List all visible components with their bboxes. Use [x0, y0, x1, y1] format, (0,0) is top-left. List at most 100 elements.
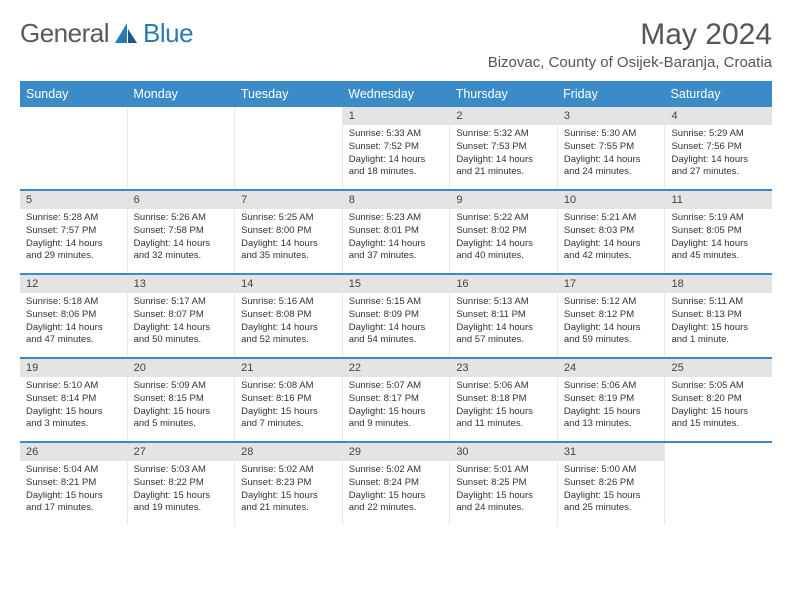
day-details: Sunrise: 5:33 AMSunset: 7:52 PMDaylight:…: [343, 125, 450, 185]
day-number: 16: [450, 275, 557, 293]
day-details: Sunrise: 5:28 AMSunset: 7:57 PMDaylight:…: [20, 209, 127, 269]
calendar-day: 7Sunrise: 5:25 AMSunset: 8:00 PMDaylight…: [235, 191, 343, 273]
calendar-day-empty: [665, 443, 772, 525]
calendar-day: 19Sunrise: 5:10 AMSunset: 8:14 PMDayligh…: [20, 359, 128, 441]
calendar-day: 9Sunrise: 5:22 AMSunset: 8:02 PMDaylight…: [450, 191, 558, 273]
header: General Blue May 2024 Bizovac, County of…: [20, 18, 772, 71]
day-number: 4: [665, 107, 772, 125]
calendar-day: 18Sunrise: 5:11 AMSunset: 8:13 PMDayligh…: [665, 275, 772, 357]
calendar-week: 5Sunrise: 5:28 AMSunset: 7:57 PMDaylight…: [20, 189, 772, 273]
calendar-week: 12Sunrise: 5:18 AMSunset: 8:06 PMDayligh…: [20, 273, 772, 357]
title-block: May 2024 Bizovac, County of Osijek-Baran…: [488, 18, 772, 71]
calendar-day: 8Sunrise: 5:23 AMSunset: 8:01 PMDaylight…: [343, 191, 451, 273]
day-details: Sunrise: 5:16 AMSunset: 8:08 PMDaylight:…: [235, 293, 342, 353]
calendar-week: 19Sunrise: 5:10 AMSunset: 8:14 PMDayligh…: [20, 357, 772, 441]
calendar-day: 11Sunrise: 5:19 AMSunset: 8:05 PMDayligh…: [665, 191, 772, 273]
calendar-day: 21Sunrise: 5:08 AMSunset: 8:16 PMDayligh…: [235, 359, 343, 441]
day-details: Sunrise: 5:25 AMSunset: 8:00 PMDaylight:…: [235, 209, 342, 269]
day-number: 28: [235, 443, 342, 461]
calendar-day: 24Sunrise: 5:06 AMSunset: 8:19 PMDayligh…: [558, 359, 666, 441]
day-details: Sunrise: 5:06 AMSunset: 8:18 PMDaylight:…: [450, 377, 557, 437]
calendar-day: 23Sunrise: 5:06 AMSunset: 8:18 PMDayligh…: [450, 359, 558, 441]
calendar-day: 27Sunrise: 5:03 AMSunset: 8:22 PMDayligh…: [128, 443, 236, 525]
calendar-day: 2Sunrise: 5:32 AMSunset: 7:53 PMDaylight…: [450, 107, 558, 189]
calendar-day: 4Sunrise: 5:29 AMSunset: 7:56 PMDaylight…: [665, 107, 772, 189]
day-details: Sunrise: 5:32 AMSunset: 7:53 PMDaylight:…: [450, 125, 557, 185]
weekday-header: Monday: [127, 81, 234, 107]
calendar-day-empty: [20, 107, 128, 189]
day-number: 5: [20, 191, 127, 209]
day-number: 8: [343, 191, 450, 209]
weekday-header: Thursday: [450, 81, 557, 107]
day-details: Sunrise: 5:13 AMSunset: 8:11 PMDaylight:…: [450, 293, 557, 353]
day-details: Sunrise: 5:01 AMSunset: 8:25 PMDaylight:…: [450, 461, 557, 521]
calendar-day: 17Sunrise: 5:12 AMSunset: 8:12 PMDayligh…: [558, 275, 666, 357]
calendar-day: 14Sunrise: 5:16 AMSunset: 8:08 PMDayligh…: [235, 275, 343, 357]
day-details: Sunrise: 5:07 AMSunset: 8:17 PMDaylight:…: [343, 377, 450, 437]
month-title: May 2024: [488, 18, 772, 52]
day-details: Sunrise: 5:02 AMSunset: 8:23 PMDaylight:…: [235, 461, 342, 521]
day-number: 11: [665, 191, 772, 209]
day-number: 3: [558, 107, 665, 125]
day-number: 19: [20, 359, 127, 377]
logo-sail-icon: [113, 21, 139, 47]
day-number: 15: [343, 275, 450, 293]
calendar-day: 3Sunrise: 5:30 AMSunset: 7:55 PMDaylight…: [558, 107, 666, 189]
day-number: 7: [235, 191, 342, 209]
calendar-day: 5Sunrise: 5:28 AMSunset: 7:57 PMDaylight…: [20, 191, 128, 273]
calendar-day: 28Sunrise: 5:02 AMSunset: 8:23 PMDayligh…: [235, 443, 343, 525]
day-number: 29: [343, 443, 450, 461]
day-number: 24: [558, 359, 665, 377]
calendar-day: 16Sunrise: 5:13 AMSunset: 8:11 PMDayligh…: [450, 275, 558, 357]
calendar-day: 26Sunrise: 5:04 AMSunset: 8:21 PMDayligh…: [20, 443, 128, 525]
calendar-day: 15Sunrise: 5:15 AMSunset: 8:09 PMDayligh…: [343, 275, 451, 357]
day-number: 27: [128, 443, 235, 461]
day-details: Sunrise: 5:26 AMSunset: 7:58 PMDaylight:…: [128, 209, 235, 269]
calendar-day: 20Sunrise: 5:09 AMSunset: 8:15 PMDayligh…: [128, 359, 236, 441]
day-details: Sunrise: 5:00 AMSunset: 8:26 PMDaylight:…: [558, 461, 665, 521]
day-number: 2: [450, 107, 557, 125]
calendar-week: 26Sunrise: 5:04 AMSunset: 8:21 PMDayligh…: [20, 441, 772, 525]
calendar-day: 6Sunrise: 5:26 AMSunset: 7:58 PMDaylight…: [128, 191, 236, 273]
calendar-header-row: SundayMondayTuesdayWednesdayThursdayFrid…: [20, 81, 772, 107]
calendar-day: 29Sunrise: 5:02 AMSunset: 8:24 PMDayligh…: [343, 443, 451, 525]
day-number: 18: [665, 275, 772, 293]
day-details: Sunrise: 5:06 AMSunset: 8:19 PMDaylight:…: [558, 377, 665, 437]
day-details: Sunrise: 5:09 AMSunset: 8:15 PMDaylight:…: [128, 377, 235, 437]
calendar-body: 1Sunrise: 5:33 AMSunset: 7:52 PMDaylight…: [20, 107, 772, 525]
day-details: Sunrise: 5:11 AMSunset: 8:13 PMDaylight:…: [665, 293, 772, 353]
day-number: 26: [20, 443, 127, 461]
calendar-day: 12Sunrise: 5:18 AMSunset: 8:06 PMDayligh…: [20, 275, 128, 357]
day-number: 14: [235, 275, 342, 293]
logo: General Blue: [20, 18, 193, 49]
weekday-header: Friday: [557, 81, 664, 107]
day-number: 23: [450, 359, 557, 377]
day-details: Sunrise: 5:12 AMSunset: 8:12 PMDaylight:…: [558, 293, 665, 353]
day-details: Sunrise: 5:19 AMSunset: 8:05 PMDaylight:…: [665, 209, 772, 269]
day-details: Sunrise: 5:10 AMSunset: 8:14 PMDaylight:…: [20, 377, 127, 437]
day-details: Sunrise: 5:30 AMSunset: 7:55 PMDaylight:…: [558, 125, 665, 185]
calendar-day: 30Sunrise: 5:01 AMSunset: 8:25 PMDayligh…: [450, 443, 558, 525]
day-number: 13: [128, 275, 235, 293]
calendar: SundayMondayTuesdayWednesdayThursdayFrid…: [20, 81, 772, 525]
day-number: 10: [558, 191, 665, 209]
day-details: Sunrise: 5:02 AMSunset: 8:24 PMDaylight:…: [343, 461, 450, 521]
logo-text-1: General: [20, 18, 109, 49]
day-number: 30: [450, 443, 557, 461]
calendar-week: 1Sunrise: 5:33 AMSunset: 7:52 PMDaylight…: [20, 107, 772, 189]
day-details: Sunrise: 5:22 AMSunset: 8:02 PMDaylight:…: [450, 209, 557, 269]
calendar-day: 25Sunrise: 5:05 AMSunset: 8:20 PMDayligh…: [665, 359, 772, 441]
day-number: 9: [450, 191, 557, 209]
calendar-day: 10Sunrise: 5:21 AMSunset: 8:03 PMDayligh…: [558, 191, 666, 273]
day-number: 31: [558, 443, 665, 461]
day-details: Sunrise: 5:05 AMSunset: 8:20 PMDaylight:…: [665, 377, 772, 437]
day-number: 17: [558, 275, 665, 293]
day-number: 1: [343, 107, 450, 125]
calendar-day: 31Sunrise: 5:00 AMSunset: 8:26 PMDayligh…: [558, 443, 666, 525]
day-details: Sunrise: 5:23 AMSunset: 8:01 PMDaylight:…: [343, 209, 450, 269]
weekday-header: Wednesday: [342, 81, 449, 107]
weekday-header: Tuesday: [235, 81, 342, 107]
weekday-header: Saturday: [665, 81, 772, 107]
day-number: 12: [20, 275, 127, 293]
logo-text-2: Blue: [143, 18, 193, 49]
